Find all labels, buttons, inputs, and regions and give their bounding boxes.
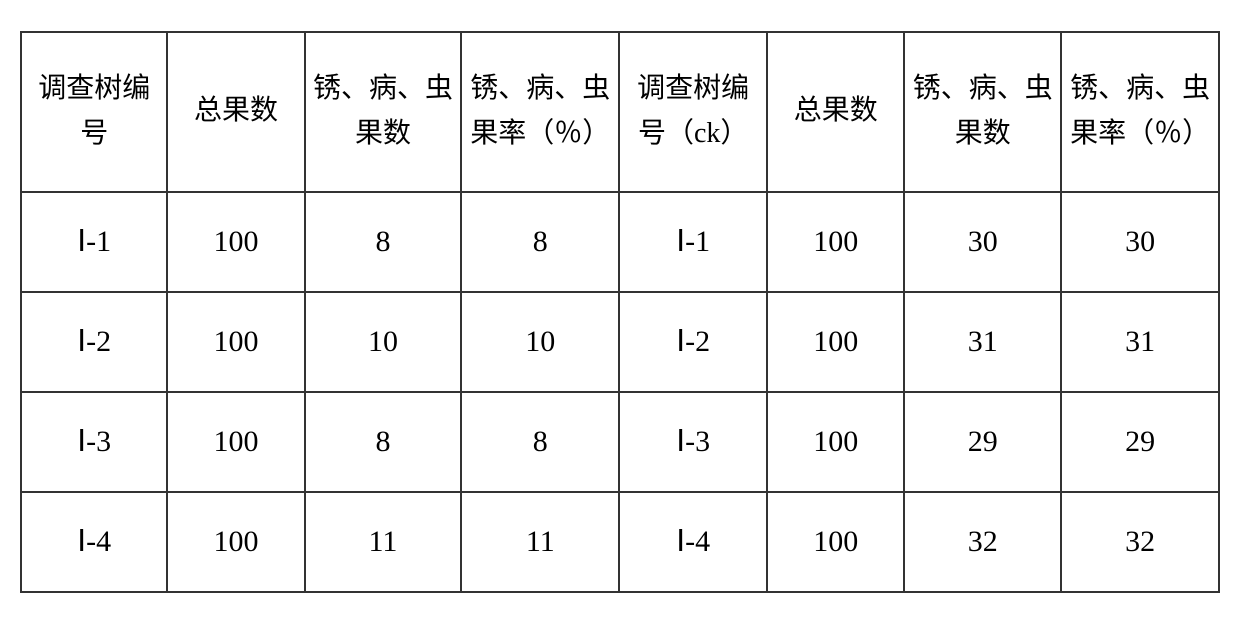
table-row: Ⅰ-1 100 8 8 Ⅰ-1 100 30 30 [21,192,1219,292]
cell-diseased-rate: 8 [461,192,619,292]
header-cell-diseased-rate: 锈、病、虫果率（％） [461,32,619,192]
cell-tree-id: Ⅰ-3 [21,392,167,492]
cell-tree-id-ck: Ⅰ-2 [619,292,767,392]
header-cell-diseased-count: 锈、病、虫果数 [305,32,462,192]
cell-tree-id: Ⅰ-2 [21,292,167,392]
cell-diseased-count-ck: 32 [904,492,1061,592]
header-cell-tree-id-ck: 调查树编号（ck） [619,32,767,192]
header-cell-diseased-count-ck: 锈、病、虫果数 [904,32,1061,192]
table-row: Ⅰ-3 100 8 8 Ⅰ-3 100 29 29 [21,392,1219,492]
cell-diseased-rate-ck: 31 [1061,292,1219,392]
cell-tree-id: Ⅰ-4 [21,492,167,592]
cell-total-fruit: 100 [167,492,304,592]
header-cell-diseased-rate-ck: 锈、病、虫果率（％） [1061,32,1219,192]
cell-diseased-count: 8 [305,192,462,292]
cell-diseased-rate: 10 [461,292,619,392]
cell-tree-id-ck: Ⅰ-3 [619,392,767,492]
cell-diseased-rate-ck: 32 [1061,492,1219,592]
cell-diseased-count-ck: 29 [904,392,1061,492]
header-cell-total-fruit-ck: 总果数 [767,32,904,192]
header-cell-total-fruit: 总果数 [167,32,304,192]
table-row: Ⅰ-4 100 11 11 Ⅰ-4 100 32 32 [21,492,1219,592]
cell-total-fruit: 100 [167,392,304,492]
cell-total-fruit-ck: 100 [767,392,904,492]
table-container: 调查树编号 总果数 锈、病、虫果数 锈、病、虫果率（％） 调查树编号（ck） 总… [0,11,1240,613]
cell-total-fruit-ck: 100 [767,192,904,292]
cell-diseased-count-ck: 30 [904,192,1061,292]
cell-diseased-count: 8 [305,392,462,492]
cell-diseased-rate: 11 [461,492,619,592]
cell-tree-id: Ⅰ-1 [21,192,167,292]
cell-diseased-count: 10 [305,292,462,392]
cell-tree-id-ck: Ⅰ-4 [619,492,767,592]
cell-diseased-rate-ck: 29 [1061,392,1219,492]
data-table: 调查树编号 总果数 锈、病、虫果数 锈、病、虫果率（％） 调查树编号（ck） 总… [20,31,1220,593]
cell-diseased-rate-ck: 30 [1061,192,1219,292]
header-cell-tree-id: 调查树编号 [21,32,167,192]
cell-total-fruit-ck: 100 [767,292,904,392]
header-row: 调查树编号 总果数 锈、病、虫果数 锈、病、虫果率（％） 调查树编号（ck） 总… [21,32,1219,192]
cell-diseased-rate: 8 [461,392,619,492]
cell-tree-id-ck: Ⅰ-1 [619,192,767,292]
cell-diseased-count: 11 [305,492,462,592]
cell-total-fruit-ck: 100 [767,492,904,592]
cell-total-fruit: 100 [167,192,304,292]
cell-total-fruit: 100 [167,292,304,392]
cell-diseased-count-ck: 31 [904,292,1061,392]
table-row: Ⅰ-2 100 10 10 Ⅰ-2 100 31 31 [21,292,1219,392]
